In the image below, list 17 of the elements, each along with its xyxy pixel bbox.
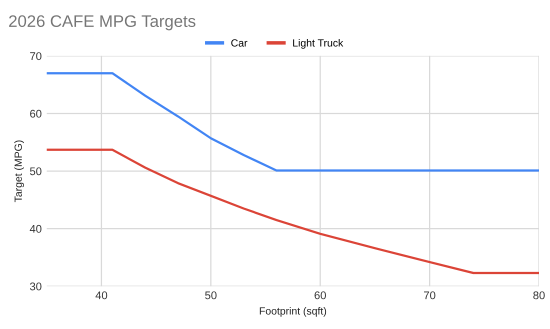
y-tick-label: 60 [30, 110, 42, 118]
chart-title: 2026 CAFE MPG Targets [9, 15, 196, 30]
y-tick-label: 30 [30, 282, 42, 290]
y-tick-label: 50 [30, 167, 42, 176]
y-tick-label: 40 [30, 224, 42, 233]
x-axis-title: Footprint (sqft) [260, 307, 326, 317]
x-tick-label: 50 [205, 291, 217, 300]
legend-label: Car [231, 39, 248, 47]
y-axis-title: Target (MPG) [14, 140, 24, 202]
legend-label: Light Truck [293, 38, 344, 49]
x-tick-label: 40 [96, 291, 108, 300]
x-tick-label: 60 [314, 291, 326, 300]
y-tick-label: 70 [30, 52, 42, 60]
line-series [46, 72, 539, 172]
x-tick-label: 70 [424, 291, 436, 300]
x-tick-label: 80 [533, 291, 545, 300]
line-series [46, 148, 539, 274]
